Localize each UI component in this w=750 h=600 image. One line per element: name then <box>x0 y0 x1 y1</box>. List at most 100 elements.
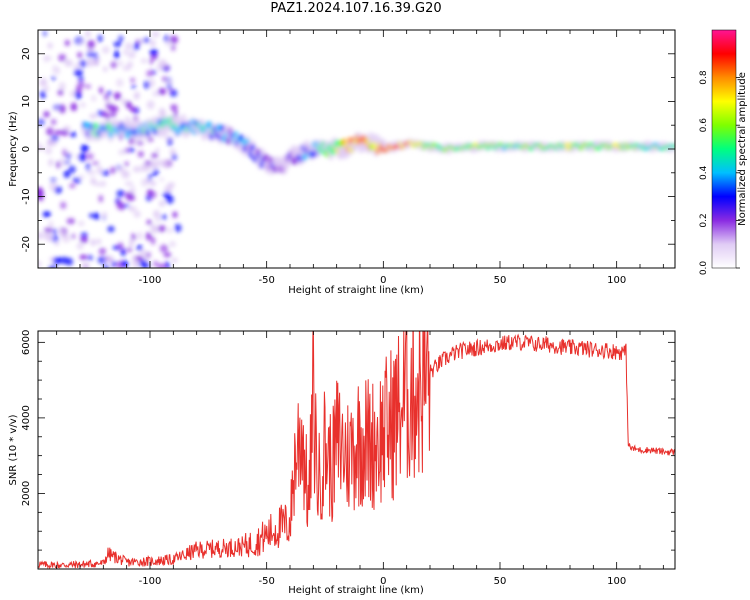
spectrogram-y-label: Frequency (Hz) <box>8 111 19 187</box>
spectrogram-noise-mark <box>79 254 87 260</box>
spectrogram-noise-mark <box>63 170 71 179</box>
spectrogram-noise-mark <box>155 216 161 223</box>
y-tick-label: 0 <box>21 146 32 152</box>
spectrogram-noise-mark <box>97 256 107 264</box>
spectrogram-x-label: Height of straight line (km) <box>288 285 424 296</box>
spectrogram-noise-mark <box>105 255 115 261</box>
spectrogram-noise-mark <box>109 166 117 174</box>
spectrogram-noise-mark <box>165 261 170 268</box>
spectrogram-noise-mark <box>51 137 58 146</box>
spectrogram-noise-mark <box>86 254 94 261</box>
spectrogram-noise-mark <box>149 180 157 187</box>
spectrogram-noise-mark <box>94 182 103 187</box>
spectrogram-noise-mark <box>150 236 156 245</box>
spectrogram-noise-mark <box>162 76 167 82</box>
spectrogram-noise-mark <box>89 113 98 119</box>
spectrogram-noise-mark <box>50 118 57 126</box>
spectrogram-noise-mark <box>169 241 176 248</box>
spectrogram-noise-mark <box>96 110 104 117</box>
spectrogram-noise-mark <box>78 174 85 180</box>
spectrogram-noise-mark <box>48 158 54 167</box>
spectrogram-noise-mark <box>122 204 131 209</box>
spectrogram-noise-mark <box>149 48 158 57</box>
colorbar-tick-label: 0.2 <box>699 213 709 227</box>
spectrogram-noise-mark <box>151 225 158 234</box>
spectrogram-noise-mark <box>97 34 103 43</box>
spectrogram-noise-mark <box>129 238 134 247</box>
spectrogram-noise-mark <box>45 147 53 155</box>
spectrogram-noise-mark <box>146 137 154 142</box>
spectrogram-noise-mark <box>54 241 60 246</box>
spectrogram-noise-mark <box>139 249 147 257</box>
spectrogram-noise-mark <box>146 100 155 110</box>
spectrogram-noise-mark <box>125 42 133 51</box>
spectrogram-noise-mark <box>77 52 83 59</box>
spectrogram-noise-mark <box>149 39 156 47</box>
spectrogram-noise-mark <box>38 261 42 267</box>
spectrogram-noise-mark <box>139 38 146 44</box>
spectrogram-noise-mark <box>162 192 172 198</box>
spectrogram-noise-mark <box>132 260 140 268</box>
x-tick-label: -50 <box>258 576 274 587</box>
spectrogram-noise-mark <box>61 234 71 243</box>
spectrogram-noise-mark <box>129 206 134 212</box>
spectrogram-noise-mark <box>102 66 108 72</box>
spectrogram-noise-mark <box>85 84 91 89</box>
spectrogram-noise-mark <box>134 91 140 100</box>
spectrogram-noise-mark <box>48 264 57 268</box>
spectrogram-noise-mark <box>146 219 152 225</box>
spectrogram-noise-mark <box>165 136 174 143</box>
spectrogram-noise-mark <box>116 200 123 210</box>
spectrogram-noise-mark <box>113 41 122 47</box>
spectrogram-noise-mark <box>78 154 86 162</box>
spectrogram-noise-mark <box>50 177 57 184</box>
spectrogram-noise-mark <box>165 38 172 47</box>
spectrogram-noise-mark <box>87 169 96 176</box>
spectrogram-noise-mark <box>158 200 165 207</box>
spectrogram-noise-mark <box>159 177 164 182</box>
spectrogram-noise-mark <box>70 102 78 112</box>
spectrogram-noise-mark <box>71 233 76 240</box>
spectrogram-noise-mark <box>92 161 100 166</box>
spectrogram-y-ticks: 20 10 0 -10 -20 <box>21 29 675 269</box>
spectrogram-noise-mark <box>170 104 178 111</box>
spectrogram-noise-mark <box>89 213 94 218</box>
spectrogram-noise-mark <box>125 101 132 109</box>
spectrogram-noise-mark <box>169 35 179 44</box>
spectrogram-noise-mark <box>66 218 76 225</box>
snr-y-ticks: 2000 4000 6000 <box>21 330 675 570</box>
snr-x-ticks: -100 -50 0 50 100 <box>56 331 664 587</box>
spectrogram-noise-mark <box>105 112 111 121</box>
spectrogram-noise-mark <box>70 131 77 138</box>
spectrogram-noise-mark <box>112 106 119 112</box>
spectrogram-noise-mark <box>77 81 85 89</box>
spectrogram-noise-mark <box>101 170 110 177</box>
colorbar-tick-label: 0.4 <box>699 165 709 180</box>
spectrogram-noise-mark <box>157 263 167 268</box>
spectrogram-noise-mark <box>118 149 125 155</box>
x-tick-label: -50 <box>258 275 274 286</box>
spectrogram-noise-mark <box>146 70 154 77</box>
spectrogram-noise-mark <box>81 262 89 268</box>
x-tick-label: 50 <box>494 576 507 587</box>
snr-frame <box>37 330 676 570</box>
spectrogram-noise-mark <box>167 182 175 188</box>
spectrogram-noise-mark <box>42 211 51 218</box>
spectrogram-noise-mark <box>43 111 50 118</box>
y-tick-label: 4000 <box>21 405 32 430</box>
spectrogram-noise-mark <box>50 75 57 81</box>
spectrogram-noise-mark <box>73 63 80 70</box>
y-tick-label: 6000 <box>21 330 32 355</box>
spectrogram-noise-mark <box>98 247 107 255</box>
spectrogram-noise-mark <box>137 150 144 158</box>
spectrogram-noise-mark <box>46 138 53 147</box>
spectrogram-noise-mark <box>101 180 107 187</box>
spectrogram-noise-mark <box>124 181 134 186</box>
snr-panel: -100 -50 0 50 100 2000 4000 6000 Height of str… <box>8 330 676 596</box>
colorbar-bar <box>711 29 737 269</box>
spectrogram-noise-mark <box>85 153 94 160</box>
spectrogram-noise-mark <box>69 183 76 189</box>
spectrogram-noise-mark <box>93 212 100 220</box>
y-tick-label: -10 <box>21 188 32 204</box>
